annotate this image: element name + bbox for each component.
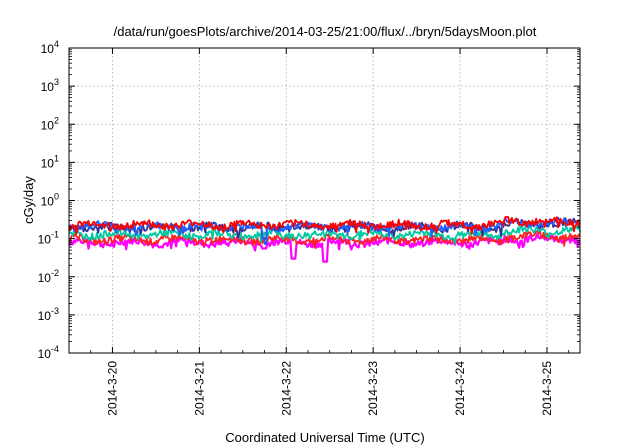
y-tick-label: 10-1 (38, 230, 59, 247)
x-tick-label: 2014-3-24 (453, 361, 467, 416)
x-tick-label: 2014-3-25 (540, 361, 554, 416)
series-group (68, 215, 581, 263)
y-tick-label: 103 (41, 77, 59, 94)
x-tick-label: 2014-3-20 (105, 361, 119, 416)
x-tick-label: 2014-3-23 (366, 361, 380, 416)
y-axis: 104 103 102 101 100 10-1 10-2 10-3 10-4 (38, 39, 580, 361)
series-line (68, 224, 581, 245)
y-tick-label: 10-2 (38, 268, 59, 285)
chart-title: /data/run/goesPlots/archive/2014-03-25/2… (114, 24, 537, 39)
y-tick-label: 100 (41, 192, 59, 209)
series-line (68, 215, 581, 235)
series-line (68, 229, 581, 249)
y-tick-label: 10-4 (38, 344, 59, 361)
x-tick-label: 2014-3-21 (192, 361, 206, 416)
x-axis: 2014-3-20 2014-3-21 2014-3-22 2014-3-23 2014… (90, 48, 570, 416)
grid (69, 48, 580, 353)
y-axis-label: cGy/day (21, 176, 36, 224)
y-tick-label: 10-3 (38, 306, 59, 323)
y-tick-label: 104 (41, 39, 59, 56)
y-tick-label: 101 (41, 153, 59, 170)
x-axis-label: Coordinated Universal Time (UTC) (225, 430, 424, 445)
y-tick-label: 102 (41, 115, 59, 132)
x-tick-label: 2014-3-22 (279, 361, 293, 416)
